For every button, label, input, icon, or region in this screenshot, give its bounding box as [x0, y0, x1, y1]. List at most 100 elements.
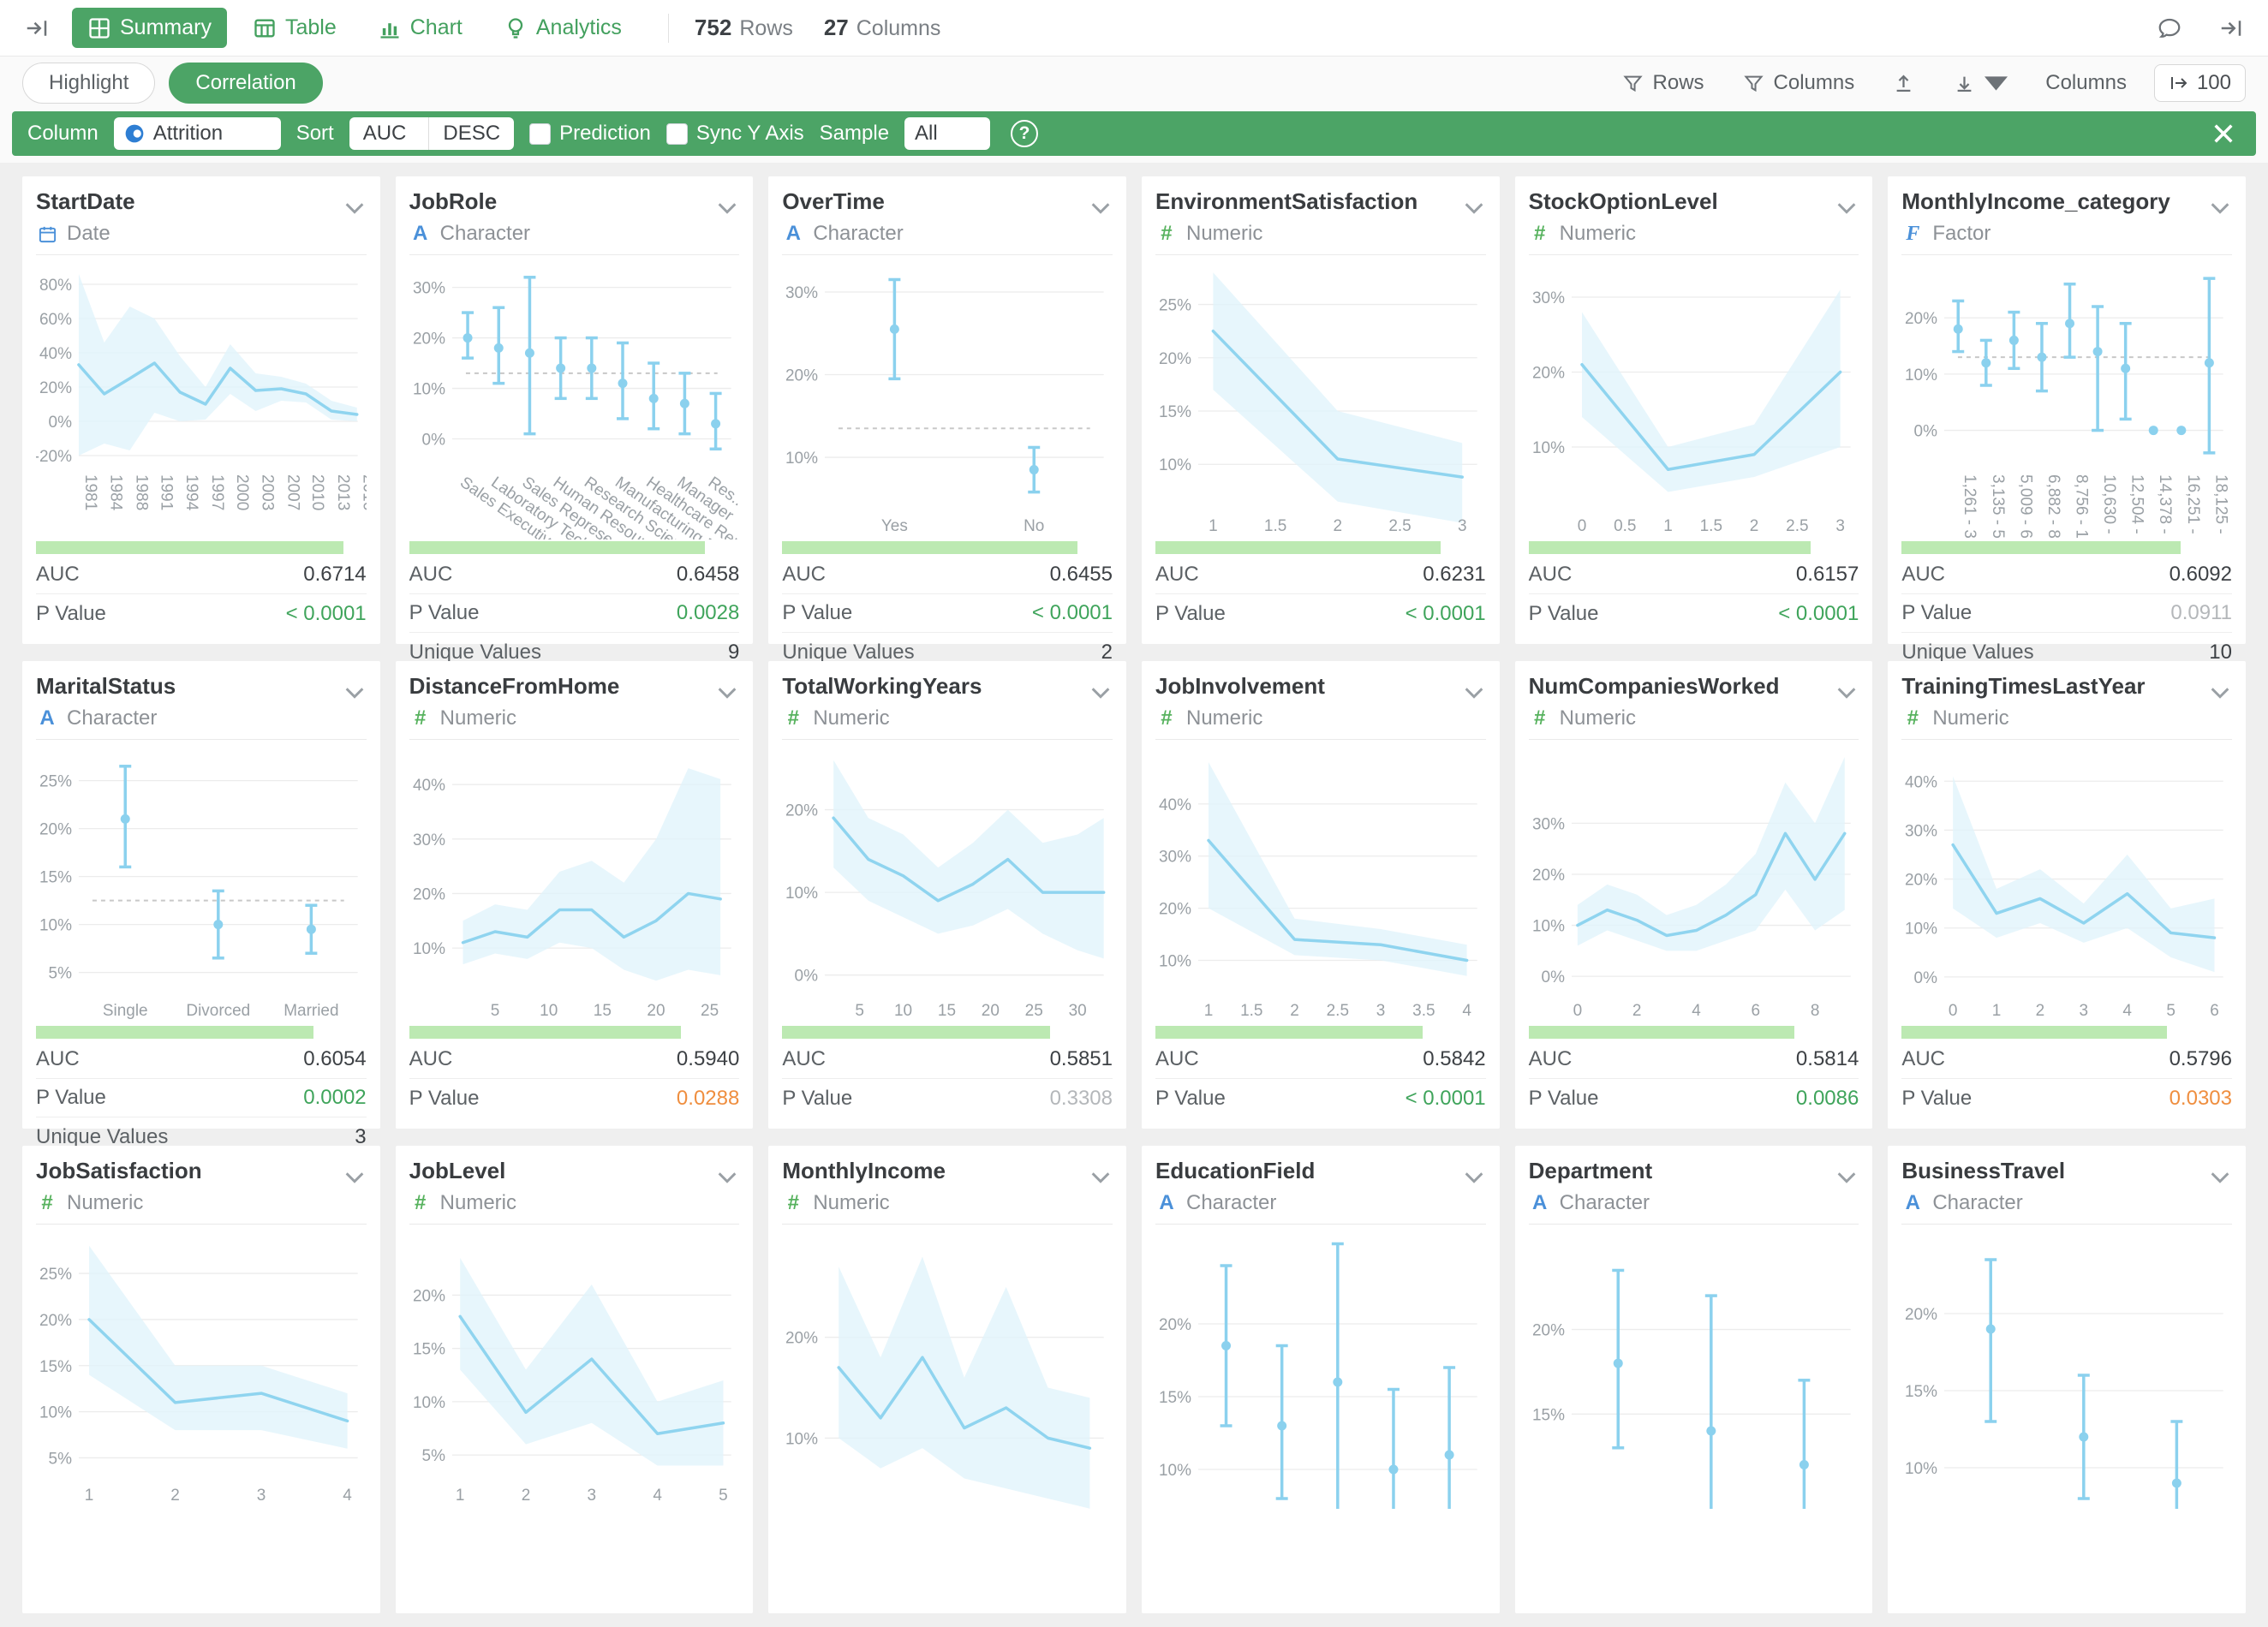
arrow-from-bar-icon — [2170, 77, 2187, 89]
columns-limit-button[interactable]: 100 — [2153, 64, 2246, 102]
column-type-label: Factor — [1932, 222, 1991, 245]
sort-direction-value[interactable]: DESC — [428, 117, 514, 150]
highlight-button[interactable]: Highlight — [22, 63, 156, 104]
sync-y-axis-checkbox[interactable]: Sync Y Axis — [665, 122, 804, 146]
chevron-down-icon[interactable] — [1836, 202, 1857, 214]
column-stats: AUC 0.6231 P Value < 0.0001 — [1155, 556, 1486, 633]
sample-select[interactable]: All — [904, 117, 991, 150]
stat-label: Unique Values — [36, 1124, 169, 1148]
tab-analytics[interactable]: Analytics — [488, 8, 637, 48]
card-OverTime: OverTime A Character 10% 20% 30% Yes No AUC 0… — [768, 176, 1126, 664]
chevron-down-icon[interactable] — [717, 1171, 737, 1183]
svg-text:20%: 20% — [39, 821, 72, 839]
svg-text:6,882 - 8: 6,882 - 8 — [2044, 474, 2062, 539]
comment-icon[interactable] — [2153, 12, 2186, 45]
chevron-down-icon[interactable] — [1090, 687, 1111, 699]
svg-text:10%: 10% — [1532, 918, 1565, 936]
chevron-down-icon[interactable] — [2210, 202, 2230, 214]
svg-text:1: 1 — [1204, 1002, 1214, 1020]
target-column-select[interactable]: Attrition — [113, 117, 281, 150]
svg-text:1.5: 1.5 — [1699, 517, 1722, 535]
numeric-type-icon: # — [787, 1191, 799, 1214]
svg-text:10%: 10% — [39, 917, 72, 935]
svg-text:2007: 2007 — [284, 474, 301, 510]
svg-text:12,504 -: 12,504 - — [2128, 474, 2146, 534]
stat-p-value: P Value 0.3308 — [782, 1079, 1113, 1117]
stat-label: P Value — [1155, 601, 1226, 625]
svg-text:-20%: -20% — [36, 448, 72, 466]
stat-value: < 0.0001 — [1405, 1086, 1486, 1110]
chevron-down-icon[interactable] — [717, 202, 737, 214]
svg-text:2: 2 — [170, 1487, 180, 1505]
chevron-down-icon[interactable] — [1464, 202, 1484, 214]
download-icon[interactable] — [1948, 71, 2013, 96]
svg-text:40%: 40% — [39, 345, 72, 363]
prediction-checkbox[interactable]: Prediction — [529, 122, 651, 146]
auc-importance-bar — [1528, 541, 1859, 554]
column-title: TotalWorkingYears — [782, 673, 982, 699]
chevron-down-icon[interactable] — [1464, 1171, 1484, 1183]
filter-rows-button[interactable]: Rows — [1616, 70, 1710, 96]
column-chart: 5% 10% 15% 20% 25% 1 2 3 4 — [39, 1245, 358, 1505]
correlation-settings-wrap: Column Attrition Sort AUC DESC Predictio… — [0, 110, 2268, 163]
svg-text:2: 2 — [1290, 1002, 1299, 1020]
checkbox-unchecked[interactable] — [529, 122, 552, 145]
chevron-down-icon[interactable] — [2210, 687, 2230, 699]
rows-count: 752 Rows — [694, 15, 793, 40]
stat-auc: AUC 0.5940 — [409, 1040, 740, 1079]
chevron-down-icon[interactable] — [1090, 202, 1111, 214]
chevron-down-icon[interactable] — [2210, 1171, 2230, 1183]
tab-table[interactable]: Table — [237, 8, 352, 48]
correlation-button[interactable]: Correlation — [169, 63, 323, 104]
column-chart: 10% 20% 30% Yes No — [785, 277, 1104, 535]
column-type-row: # Numeric — [1528, 706, 1859, 740]
stat-label: P Value — [36, 601, 106, 625]
column-stats: AUC 0.6157 P Value < 0.0001 — [1528, 556, 1859, 633]
column-type-label: Character — [813, 222, 904, 245]
auc-importance-bar — [409, 541, 740, 554]
svg-text:0: 0 — [1577, 517, 1586, 535]
stat-p-value: P Value < 0.0001 — [36, 594, 367, 633]
stat-label: P Value — [409, 601, 480, 624]
column-type-label: Numeric — [1932, 706, 2009, 730]
svg-text:1.5: 1.5 — [1240, 1002, 1262, 1020]
svg-text:10%: 10% — [1159, 456, 1191, 474]
column-title: NumCompaniesWorked — [1528, 673, 1780, 699]
close-icon[interactable] — [2206, 121, 2241, 146]
sort-select[interactable]: AUC DESC — [349, 117, 515, 150]
column-chart: 10% 20% 30% 40% 5 10 15 20 25 — [413, 768, 731, 1020]
stat-label: AUC — [782, 563, 826, 586]
upload-icon[interactable] — [1887, 71, 1920, 96]
filter-columns-button[interactable]: Columns — [1737, 70, 1860, 96]
svg-text:8,756 - 1: 8,756 - 1 — [2073, 474, 2091, 539]
collapse-right-panel-icon[interactable] — [2215, 12, 2247, 45]
stat-value: < 0.0001 — [285, 601, 367, 625]
column-type-label: Character — [1932, 1191, 2023, 1214]
chevron-down-icon[interactable] — [1836, 1171, 1857, 1183]
chevron-down-icon[interactable] — [344, 687, 365, 699]
tab-chart[interactable]: Chart — [362, 8, 478, 48]
chevron-down-icon[interactable] — [1090, 1171, 1111, 1183]
auc-importance-bar — [782, 541, 1113, 554]
collapse-left-panel-icon[interactable] — [21, 12, 53, 45]
svg-text:5: 5 — [719, 1487, 728, 1505]
column-chart: 10% 15% 20% — [1159, 1242, 1477, 1509]
stat-value: 0.6455 — [1049, 563, 1113, 586]
chevron-down-icon[interactable] — [344, 202, 365, 214]
chevron-down-icon[interactable] — [1836, 687, 1857, 699]
help-icon[interactable]: ? — [1011, 120, 1039, 147]
column-type-row: A Character — [782, 222, 1113, 255]
sort-by-value[interactable]: AUC — [362, 122, 407, 145]
svg-text:30: 30 — [1069, 1002, 1087, 1020]
numeric-type-icon: # — [1161, 222, 1173, 245]
auc-importance-bar — [1901, 1026, 2232, 1039]
column-type-row: F Factor — [1901, 222, 2232, 255]
svg-text:25: 25 — [701, 1002, 719, 1020]
checkbox-unchecked[interactable] — [665, 122, 688, 145]
tab-summary[interactable]: Summary — [72, 8, 227, 48]
auc-importance-bar — [1528, 1026, 1859, 1039]
svg-text:0%: 0% — [49, 414, 73, 432]
chevron-down-icon[interactable] — [1464, 687, 1484, 699]
chevron-down-icon[interactable] — [344, 1171, 365, 1183]
chevron-down-icon[interactable] — [717, 687, 737, 699]
